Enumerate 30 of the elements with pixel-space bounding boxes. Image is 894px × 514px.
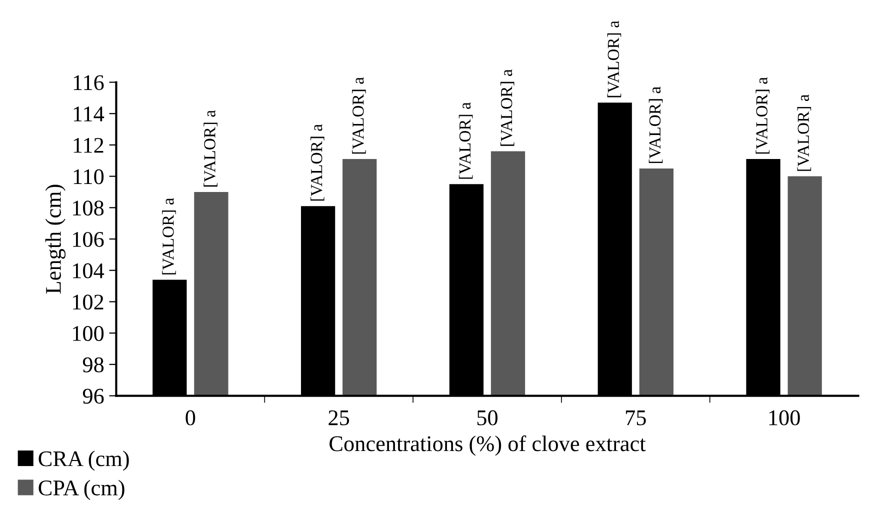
- legend-label: CPA (cm): [38, 480, 124, 500]
- data-label: [VALOR] a: [797, 94, 812, 171]
- y-tick-label: 96: [82, 388, 104, 404]
- x-tick-label: 75: [626, 410, 646, 426]
- y-tick-label: 98: [82, 357, 104, 372]
- data-label: [VALOR] a: [162, 198, 176, 274]
- y-tick-label: 106: [73, 232, 104, 247]
- y-tick-label: 114: [74, 106, 104, 122]
- data-label: [VALOR] a: [204, 110, 218, 187]
- x-tick-label: 25: [328, 410, 350, 426]
- data-label: [VALOR] a: [756, 77, 770, 154]
- y-tick-label: 112: [74, 138, 104, 153]
- data-label: [VALOR] a: [352, 77, 366, 154]
- y-tick-label: 102: [73, 294, 104, 310]
- data-label: [VALOR] a: [500, 69, 514, 146]
- data-label: [VALOR] a: [648, 86, 663, 164]
- legend-label: CRA (cm): [38, 450, 129, 471]
- x-tick-label: 0: [186, 410, 196, 426]
- y-tick-label: 116: [74, 75, 104, 90]
- x-tick-label: 100: [769, 410, 800, 426]
- y-tick-label: 110: [74, 169, 104, 184]
- y-tick-label: 108: [73, 200, 104, 216]
- x-tick-label: 50: [477, 410, 498, 426]
- y-axis-title: Length (cm): [45, 184, 66, 294]
- data-label: [VALOR] a: [607, 20, 622, 98]
- data-label: [VALOR] a: [458, 102, 473, 179]
- x-axis-title: Concentrations (%) of clove extract: [330, 435, 646, 456]
- y-tick-label: 100: [73, 326, 104, 341]
- data-label: [VALOR] a: [310, 124, 324, 201]
- y-tick-label: 104: [73, 263, 104, 278]
